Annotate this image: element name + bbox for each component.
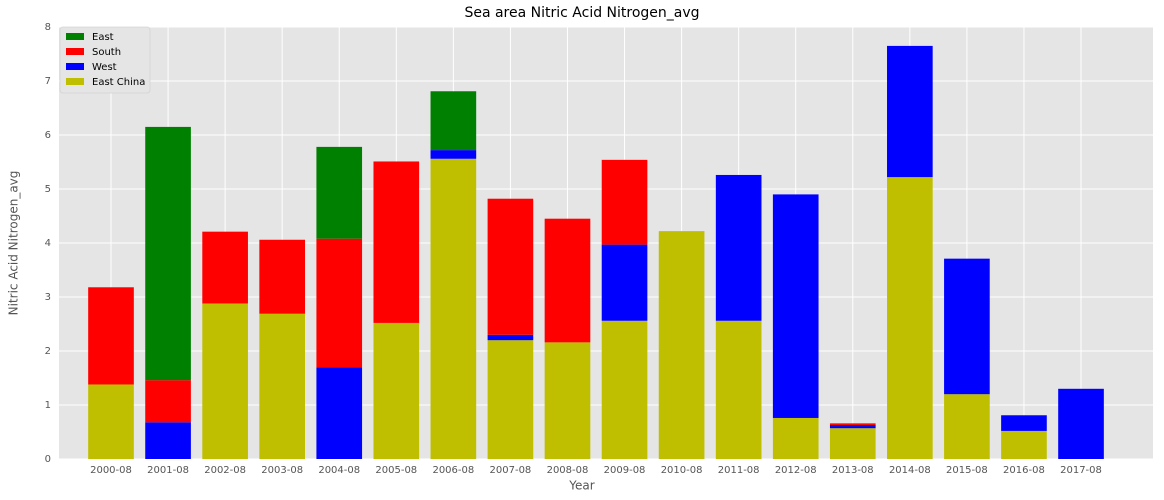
bar-segment <box>373 161 420 323</box>
bar-segment <box>259 313 306 459</box>
bar-segment <box>829 424 876 429</box>
bar-segment <box>601 244 648 321</box>
bar-segment <box>601 320 648 459</box>
bar-segment <box>430 91 477 151</box>
legend-label: East China <box>92 77 145 88</box>
bar-segment <box>487 340 534 459</box>
bar-segment <box>544 218 591 343</box>
bar-segment <box>145 126 191 381</box>
legend-swatch <box>66 33 84 40</box>
x-tick-label: 2014-08 <box>889 465 931 476</box>
bar-segment <box>715 320 762 459</box>
x-tick-label: 2011-08 <box>718 465 760 476</box>
x-tick-label: 2012-08 <box>775 465 817 476</box>
y-tick-label: 8 <box>45 22 51 33</box>
y-tick-label: 2 <box>45 346 51 357</box>
bar-segment <box>145 380 191 423</box>
x-tick-label: 2010-08 <box>661 465 703 476</box>
bar-segment <box>829 428 876 459</box>
x-tick-label: 2005-08 <box>375 465 417 476</box>
y-tick-label: 6 <box>45 130 51 141</box>
x-tick-label: 2000-08 <box>90 465 132 476</box>
bar-segment <box>715 174 762 321</box>
bar-segment <box>658 231 705 459</box>
x-tick-label: 2008-08 <box>547 465 589 476</box>
legend-label: West <box>92 62 117 73</box>
x-tick-label: 2015-08 <box>946 465 988 476</box>
legend-swatch <box>66 48 84 55</box>
x-axis-label: Year <box>568 479 594 493</box>
bar-segment <box>544 342 591 459</box>
bar-segment <box>829 423 876 425</box>
bar-segment <box>887 177 933 459</box>
bar-segment <box>601 159 648 245</box>
y-tick-label: 7 <box>45 76 51 87</box>
chart-title: Sea area Nitric Acid Nitrogen_avg <box>464 5 699 21</box>
bar-segment <box>145 422 191 459</box>
bar-segment <box>316 146 363 239</box>
legend-swatch <box>66 78 84 85</box>
bar-segment <box>1001 415 1047 431</box>
bar-segment <box>944 258 990 395</box>
x-tick-label: 2013-08 <box>832 465 874 476</box>
bar-segment <box>259 239 306 314</box>
bar-segment <box>1001 430 1047 459</box>
bar-segment <box>772 417 819 459</box>
bar-segment <box>772 194 819 418</box>
bar-segment <box>430 150 477 159</box>
y-tick-label: 5 <box>45 184 51 195</box>
bar-segment <box>1058 388 1104 459</box>
legend-swatch <box>66 63 84 70</box>
x-tick-label: 2001-08 <box>147 465 189 476</box>
y-tick-label: 1 <box>45 400 51 411</box>
y-tick-label: 4 <box>45 238 51 249</box>
bar-segment <box>430 158 477 459</box>
legend-label: South <box>92 47 121 58</box>
legend-label: East <box>92 32 114 43</box>
bar-segment <box>316 238 363 368</box>
x-tick-label: 2017-08 <box>1060 465 1102 476</box>
bar-segment <box>202 303 248 459</box>
x-tick-label: 2003-08 <box>261 465 303 476</box>
bar-segment <box>487 334 534 341</box>
x-tick-label: 2007-08 <box>490 465 532 476</box>
legend-box <box>59 26 151 94</box>
bar-segment <box>88 384 134 459</box>
bar-segment <box>202 231 248 304</box>
bar-segment <box>373 322 420 459</box>
y-tick-label: 3 <box>45 292 51 303</box>
bar-segment <box>88 287 134 385</box>
x-tick-label: 2009-08 <box>604 465 646 476</box>
bar-segment <box>887 45 933 178</box>
bar-segment <box>316 367 363 459</box>
bar-segment <box>487 198 534 335</box>
x-tick-label: 2006-08 <box>432 465 474 476</box>
x-tick-label: 2004-08 <box>318 465 360 476</box>
x-tick-label: 2002-08 <box>204 465 246 476</box>
y-tick-label: 0 <box>45 454 51 465</box>
bar-segment <box>944 394 990 459</box>
y-axis-label: Nitric Acid Nitrogen_avg <box>7 171 21 316</box>
x-tick-label: 2016-08 <box>1003 465 1045 476</box>
